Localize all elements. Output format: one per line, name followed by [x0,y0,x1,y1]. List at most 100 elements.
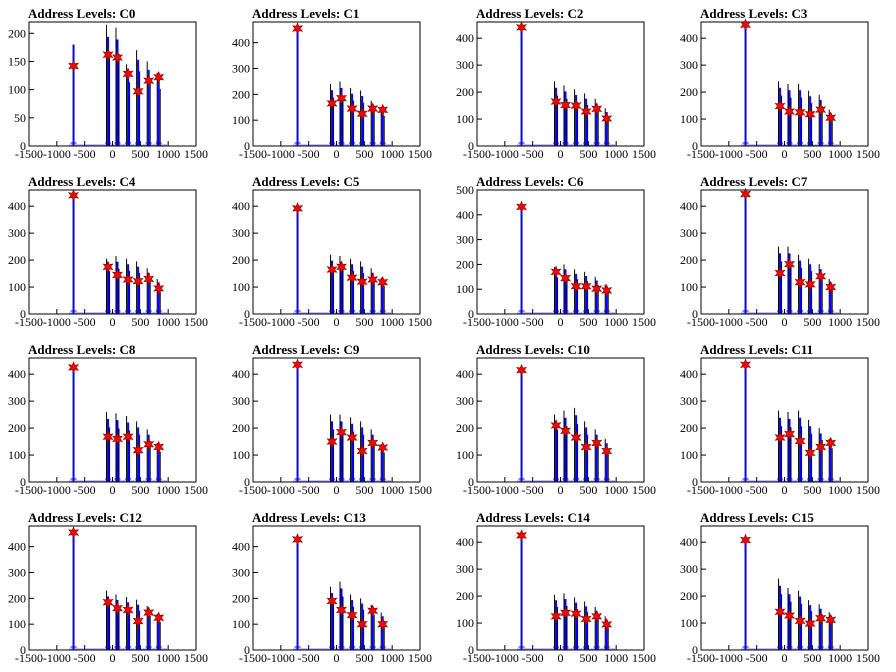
x-tick-label: -1500 [15,147,43,161]
x-tick-label: 1500 [856,147,880,161]
x-tick-label: 1000 [156,147,180,161]
x-tick-label: 1000 [380,315,404,329]
plot-frame [476,21,645,147]
subplot: Address Levels: C8 0 100 200 300 400 -1500 -100… [8,342,208,497]
x-tick-label: 500 [355,315,373,329]
peak-star-marker [292,22,304,35]
x-tick-label: -1000 [267,483,295,497]
x-tick-label: -1000 [715,315,743,329]
peak-star-marker [560,606,571,620]
peak-star-marker [132,85,144,98]
x-tick-label: -1000 [715,483,743,497]
peak-star-marker [794,434,806,448]
x-tick-label: 1500 [184,147,208,161]
y-tick-label: 200 [456,85,474,99]
subplot-title: Address Levels: C2 [476,6,583,21]
peak-star-marker [740,18,752,32]
x-tick-label: 1000 [156,651,180,665]
subplot-title: Address Levels: C8 [28,342,136,357]
subplot: Address Levels: C10 0 100 200 300 400 -1500 -10… [456,342,656,497]
x-tick-label: -1000 [43,315,71,329]
peak-star-marker [825,111,837,125]
x-tick-label: -1500 [463,651,491,665]
subplot: Address Levels: C11 0 100 200 300 400 -1500 -10… [680,342,880,497]
x-tick-label: 1000 [828,147,852,161]
x-tick-label: 500 [579,315,597,329]
y-tick-label: 0 [244,643,250,657]
x-tick-label: -500 [522,315,544,329]
peak-star-marker [377,617,389,631]
peak-star-marker [580,612,592,626]
x-tick-label: 500 [355,651,373,665]
plot-frame [28,357,197,483]
peak-star-marker [292,202,304,215]
peak-star-marker [112,268,123,282]
x-tick-label: -500 [74,483,96,497]
y-tick-label: 200 [8,591,26,605]
y-tick-label: 50 [14,111,26,125]
x-tick-label: 0 [558,147,564,161]
subplot: Address Levels: C60100200300400500-1500-… [456,174,656,329]
x-tick-label: -500 [298,483,320,497]
peak-star-marker [153,70,165,84]
peak-star-marker [367,273,379,286]
plot-frame [252,21,421,147]
y-tick-label: 0 [468,307,474,321]
peak-star-marker [591,282,603,296]
y-tick-label: 200 [456,421,474,435]
y-tick-label: 400 [456,535,474,549]
peak-star-marker [132,614,144,628]
y-tick-label: 400 [232,199,250,213]
subplot-title: Address Levels: C4 [28,174,136,189]
y-tick-label: 200 [232,87,250,101]
x-tick-label: -1500 [687,147,715,161]
x-tick-label: -1500 [15,483,43,497]
y-tick-label: 400 [456,367,474,381]
subplot-title: Address Levels: C7 [700,174,808,189]
x-tick-label: -500 [522,147,544,161]
subplot-title: Address Levels: C10 [476,342,590,357]
x-tick-label: -1500 [687,483,715,497]
x-tick-label: 1500 [856,315,880,329]
peak-star-marker [570,431,582,444]
subplot: Address Levels: C15 0 100 200 300 400 -1500 -10… [680,510,880,665]
y-tick-label: 300 [232,62,250,76]
peak-star-marker [377,275,389,289]
y-tick-label: 400 [456,208,474,222]
peak-star-marker [377,441,389,454]
peak-star-marker [740,533,752,547]
x-tick-label: 500 [131,147,149,161]
y-tick-label: 0 [244,139,250,153]
peak-star-marker [68,189,80,202]
y-tick-label: 100 [8,617,26,631]
peak-star-marker [784,427,795,441]
peak-star-marker [356,617,368,631]
plot-frame [28,189,197,315]
peak-star-marker [601,444,613,458]
peak-star-marker [356,275,368,288]
peak-star-marker [570,279,582,293]
y-tick-label: 100 [232,113,250,127]
x-tick-label: 1500 [632,147,656,161]
y-tick-label: 0 [468,643,474,657]
x-tick-label: 0 [110,651,116,665]
y-tick-label: 400 [680,199,698,213]
peak-star-marker [153,282,165,295]
plot-frame [28,525,197,651]
x-tick-label: 0 [782,315,788,329]
y-tick-label: 100 [680,448,698,462]
peak-star-marker [112,51,123,64]
x-tick-label: 500 [803,483,821,497]
peak-star-marker [346,608,358,622]
peak-star-marker [825,613,837,627]
x-tick-label: -1500 [15,315,43,329]
y-tick-label: 100 [232,617,250,631]
peak-star-marker [784,257,795,271]
y-tick-label: 400 [8,367,26,381]
y-tick-label: 400 [456,31,474,45]
plot-frame [476,525,645,651]
y-tick-label: 400 [8,540,26,554]
plot-frame [700,357,869,483]
y-tick-label: 400 [232,540,250,554]
x-tick-label: 0 [782,147,788,161]
